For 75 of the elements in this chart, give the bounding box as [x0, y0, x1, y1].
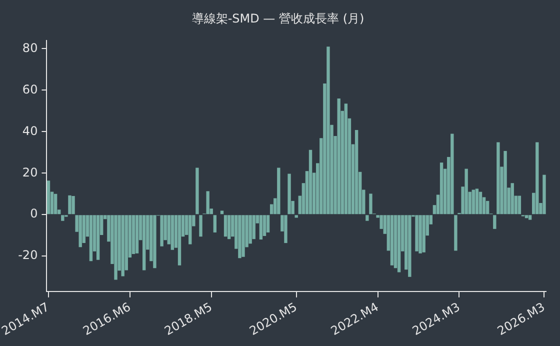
bar [188, 215, 192, 244]
bar [227, 215, 231, 240]
bar [213, 215, 217, 232]
bar [252, 215, 256, 240]
bar [206, 191, 210, 214]
bar [472, 190, 475, 214]
bar [224, 215, 228, 237]
bar [262, 215, 266, 236]
bar [475, 188, 479, 214]
bar [132, 215, 136, 254]
bar [524, 215, 528, 218]
bar [337, 98, 340, 214]
bar [510, 183, 514, 214]
bar [308, 150, 312, 214]
bar [440, 162, 444, 214]
y-tick-label: 20 [22, 165, 38, 180]
bar [344, 104, 348, 214]
bar [160, 215, 164, 246]
y-tick-label: 80 [22, 40, 38, 55]
bar [518, 196, 522, 214]
bar [82, 215, 86, 244]
bar [486, 200, 490, 214]
chart-title: 導線架-SMD — 營收成長率 (月) [192, 11, 364, 26]
bar [464, 168, 468, 214]
bar [504, 150, 507, 214]
bar [284, 215, 288, 244]
bar [366, 215, 369, 221]
bar [170, 215, 174, 250]
bar [114, 215, 118, 280]
bar [478, 192, 482, 214]
bar [46, 180, 50, 214]
bar [422, 215, 426, 252]
bar [408, 215, 412, 277]
bar [220, 210, 224, 214]
bar [288, 174, 291, 214]
bar [61, 215, 64, 221]
bar [196, 168, 199, 214]
bar [394, 215, 398, 268]
bar [68, 195, 72, 214]
bar [153, 215, 156, 268]
bar [277, 168, 280, 214]
y-tick-label: 0 [30, 206, 38, 221]
bar [528, 215, 532, 220]
bar [450, 134, 454, 214]
bar [326, 46, 330, 214]
bar [493, 215, 496, 229]
bar [199, 215, 202, 237]
bar [238, 215, 242, 258]
bar [496, 142, 500, 214]
bar [78, 215, 82, 248]
bar [542, 174, 546, 214]
y-tick-label: 40 [22, 124, 38, 138]
bar [397, 215, 401, 272]
bar [96, 215, 100, 260]
bar [369, 194, 372, 214]
bar [135, 215, 139, 254]
bar [54, 194, 58, 214]
bar [248, 215, 252, 244]
bar [418, 215, 422, 254]
bar [454, 215, 458, 251]
bar [354, 130, 358, 214]
bar [259, 215, 263, 240]
bar [142, 215, 146, 270]
bar [89, 215, 93, 262]
y-tick-label: 60 [22, 82, 38, 96]
y-tick-label: -20 [18, 248, 38, 262]
bar [415, 215, 418, 252]
bar [390, 215, 394, 266]
bar [536, 142, 539, 214]
bar [266, 215, 270, 232]
bar [178, 215, 182, 266]
bar [242, 215, 245, 257]
bar [294, 215, 298, 218]
bar [121, 215, 124, 276]
bar [72, 196, 75, 214]
